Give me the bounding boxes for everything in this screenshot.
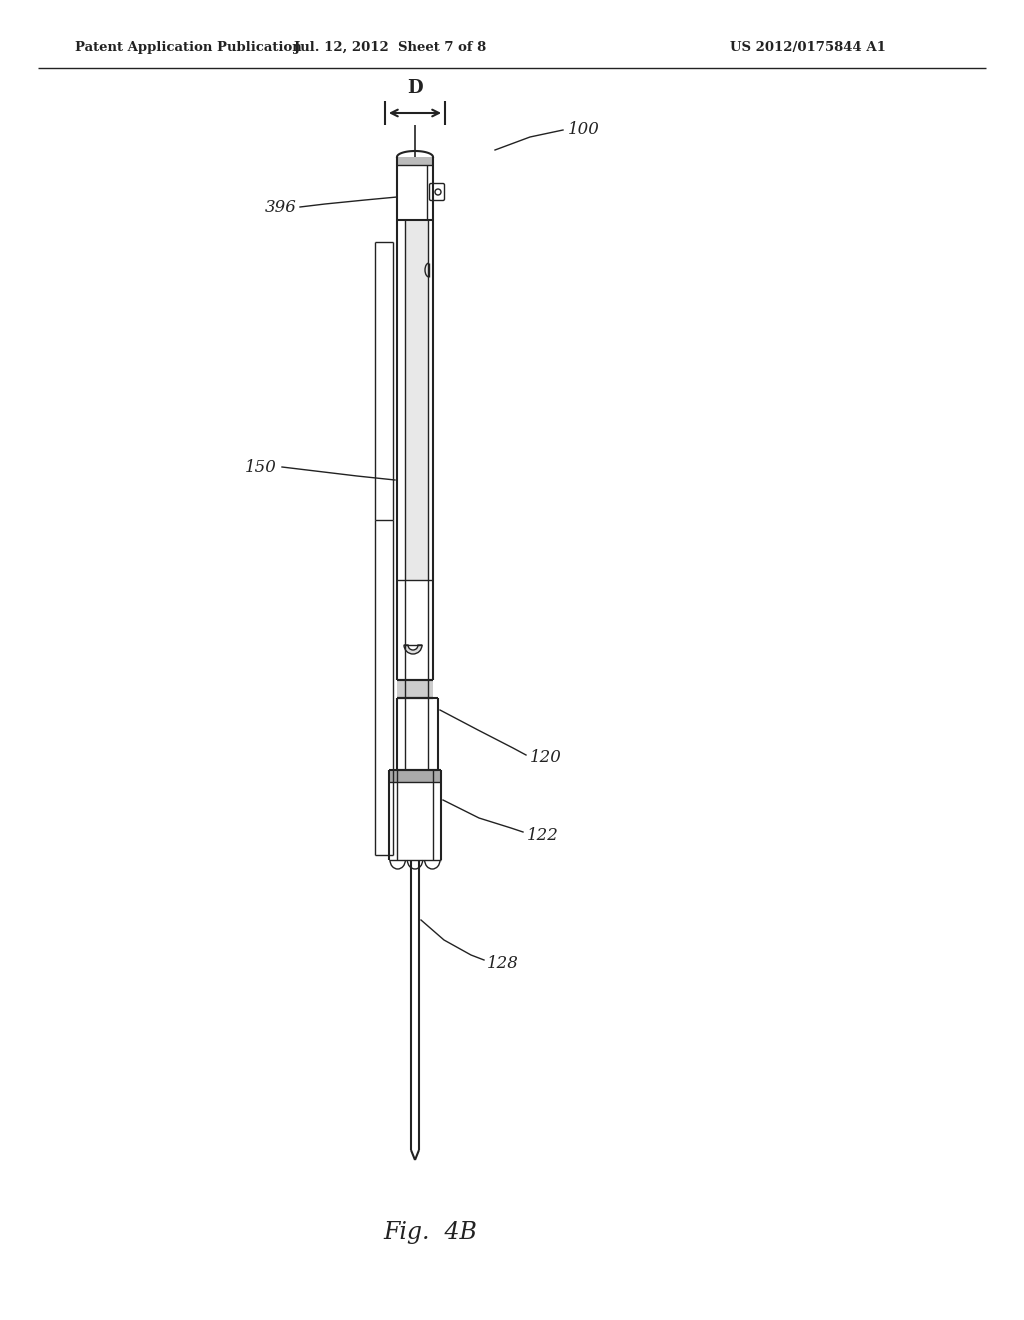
Bar xyxy=(389,770,441,781)
Wedge shape xyxy=(404,645,422,653)
Bar xyxy=(397,680,433,698)
Text: 100: 100 xyxy=(568,121,600,139)
Text: D: D xyxy=(408,79,423,96)
Text: 396: 396 xyxy=(265,199,297,216)
Text: US 2012/0175844 A1: US 2012/0175844 A1 xyxy=(730,41,886,54)
Text: 150: 150 xyxy=(245,458,278,475)
FancyBboxPatch shape xyxy=(429,183,444,201)
Text: Fig.  4B: Fig. 4B xyxy=(383,1221,477,1243)
Text: 122: 122 xyxy=(527,826,559,843)
Text: Patent Application Publication: Patent Application Publication xyxy=(75,41,302,54)
Bar xyxy=(397,157,433,165)
Text: 128: 128 xyxy=(487,954,519,972)
Text: 120: 120 xyxy=(530,750,562,767)
Circle shape xyxy=(435,189,441,195)
Text: Jul. 12, 2012  Sheet 7 of 8: Jul. 12, 2012 Sheet 7 of 8 xyxy=(294,41,486,54)
Bar xyxy=(406,220,428,579)
